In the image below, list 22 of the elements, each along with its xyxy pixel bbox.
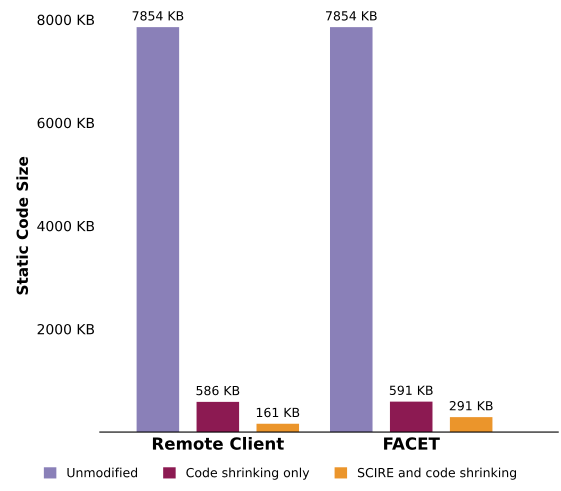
legend-label: SCIRE and code shrinking — [358, 468, 516, 480]
legend-label: Code shrinking only — [186, 468, 310, 480]
y-tick-label: 4000 KB — [37, 220, 94, 232]
legend-label: Unmodified — [67, 468, 138, 478]
bar — [450, 417, 492, 432]
bar — [330, 27, 373, 432]
bar — [196, 402, 240, 432]
data-label: 291 KB — [450, 401, 493, 410]
bar — [390, 402, 432, 432]
y-tick-label: 8000 KB — [38, 14, 94, 26]
bar — [136, 27, 180, 432]
data-label: 7854 KB — [132, 11, 184, 21]
data-label: 591 KB — [390, 386, 433, 396]
y-axis-title: Static Code Size — [16, 156, 28, 294]
data-label: 586 KB — [196, 386, 240, 396]
data-label: 161 KB — [256, 408, 300, 418]
bar — [256, 424, 300, 432]
x-tick-label: Remote Client — [152, 436, 284, 450]
y-tick-label: 2000 KB — [38, 324, 94, 334]
x-tick-label: FACET — [384, 437, 440, 450]
data-label: 7854 KB — [326, 11, 377, 21]
y-tick-label: 6000 KB — [38, 118, 94, 128]
